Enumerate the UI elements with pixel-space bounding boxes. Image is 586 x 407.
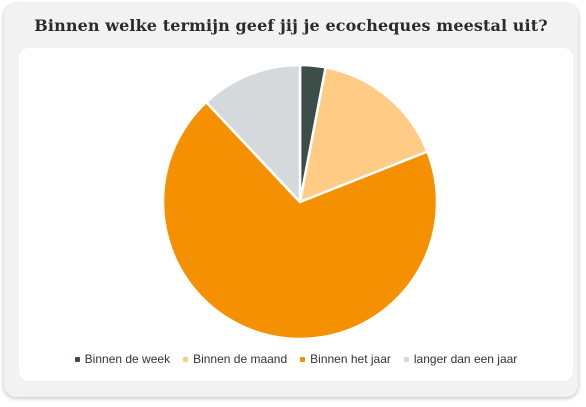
pie-slice-langer-dan-een-jaar[interactable] [204,63,302,204]
legend-swatch [403,356,409,362]
legend-swatch [300,356,306,362]
legend-item-binnen-het-jaar[interactable]: Binnen het jaar [300,352,391,366]
chart-title: Binnen welke termijn geef jij je ecocheq… [34,16,548,35]
legend-label: Binnen het jaar [310,352,391,366]
legend-label: langer dan een jaar [413,352,518,366]
pie-slice-binnen-het-jaar[interactable] [161,100,439,341]
legend-label: Binnen de week [84,352,171,366]
chart-panel: Binnen de week Binnen de maand Binnen het … [19,48,573,381]
chart-legend: Binnen de week Binnen de maand Binnen het … [19,352,573,366]
legend-item-langer-dan-een-jaar[interactable]: langer dan een jaar [403,352,518,366]
legend-label: Binnen de maand [193,352,288,366]
legend-item-binnen-de-week[interactable]: Binnen de week [74,352,171,366]
legend-item-binnen-de-maand[interactable]: Binnen de maand [183,352,287,366]
pie-chart [161,63,439,341]
legend-swatch [74,356,80,362]
legend-swatch [183,356,189,362]
chart-card: Binnen welke termijn geef jij je ecocheq… [4,4,578,397]
pie-slice-binnen-de-maand[interactable] [298,66,429,204]
